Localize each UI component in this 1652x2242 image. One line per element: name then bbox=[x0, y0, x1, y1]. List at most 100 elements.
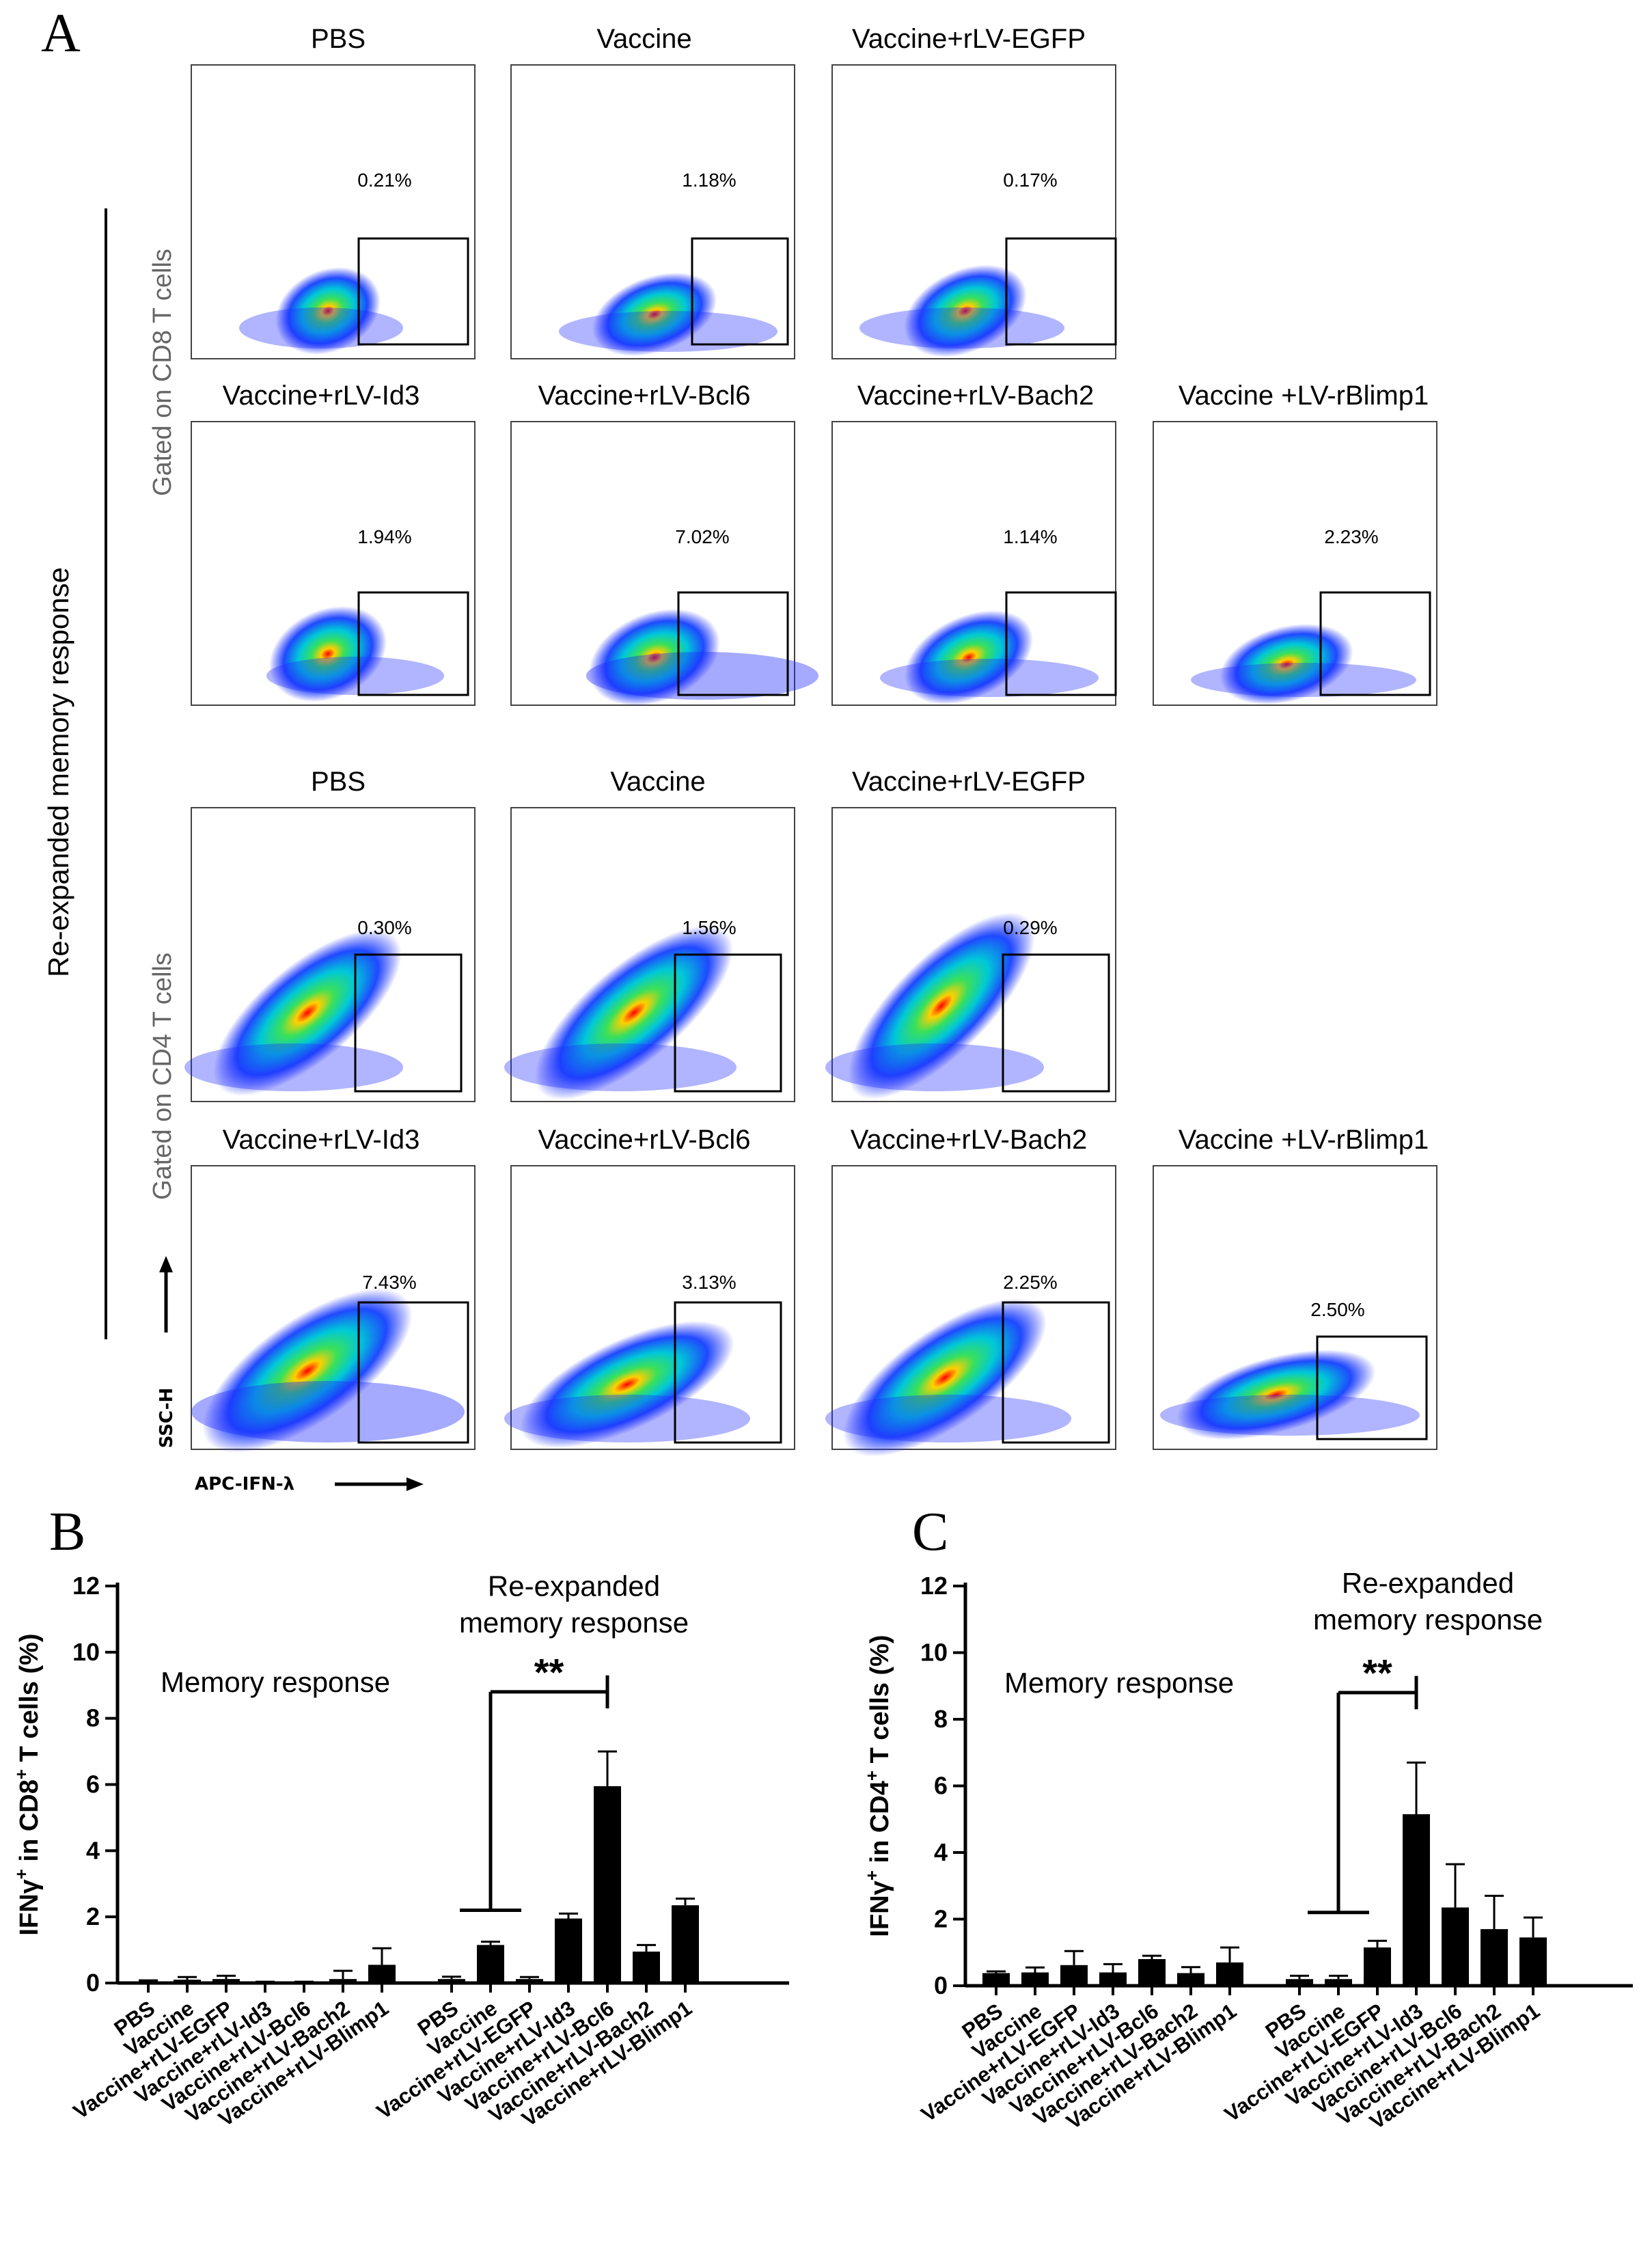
bar bbox=[1021, 1972, 1049, 1986]
bar bbox=[1364, 1947, 1391, 1986]
flow-plot: Vaccine+rLV-Id3 1.94% bbox=[191, 381, 476, 706]
svg-text:1.14%: 1.14% bbox=[1003, 526, 1057, 547]
svg-text:7.43%: 7.43% bbox=[362, 1272, 416, 1293]
flow-plot: Vaccine +LV-rBlimp1 2.50% bbox=[1153, 1125, 1437, 1450]
y-tick-label: 6 bbox=[934, 1772, 948, 1800]
svg-text:Vaccine+rLV-Bcl6: Vaccine+rLV-Bcl6 bbox=[538, 1125, 751, 1155]
panel-label-b: B bbox=[49, 1502, 85, 1562]
bar bbox=[477, 1945, 504, 1983]
bar bbox=[594, 1786, 621, 1983]
bar bbox=[1481, 1929, 1508, 1986]
svg-text:3.13%: 3.13% bbox=[682, 1272, 736, 1293]
y-tick-label: 0 bbox=[86, 1969, 100, 1997]
y-tick-label: 12 bbox=[72, 1572, 100, 1600]
y-tick-label: 6 bbox=[86, 1771, 100, 1799]
bar bbox=[438, 1979, 465, 1983]
bar bbox=[1519, 1937, 1547, 1986]
group-label-reexpanded: Re-expanded bbox=[488, 1570, 660, 1602]
group-label-reexpanded: memory response bbox=[1313, 1603, 1543, 1635]
bar bbox=[516, 1979, 543, 1983]
y-tick-label: 10 bbox=[920, 1639, 948, 1667]
svg-text:PBS: PBS bbox=[311, 767, 366, 797]
y-tick-label: 12 bbox=[920, 1572, 948, 1600]
y-tick-label: 2 bbox=[86, 1902, 100, 1930]
bar bbox=[672, 1905, 699, 1983]
y-tick-label: 2 bbox=[934, 1905, 948, 1933]
y-tick-label: 4 bbox=[86, 1836, 100, 1864]
bar bbox=[1403, 1814, 1430, 1986]
svg-text:1.18%: 1.18% bbox=[682, 169, 736, 191]
flow-plot: Vaccine+rLV-Bach2 2.25% bbox=[825, 1125, 1116, 1457]
flow-plot: Vaccine+rLV-EGFP 0.17% bbox=[831, 24, 1117, 359]
svg-text:Vaccine+rLV-Bcl6: Vaccine+rLV-Bcl6 bbox=[538, 381, 751, 411]
bar bbox=[982, 1973, 1010, 1986]
svg-text:0.29%: 0.29% bbox=[1003, 917, 1057, 938]
bar bbox=[1286, 1979, 1313, 1986]
flow-x-axis-label: APC-IFN-λ bbox=[195, 1474, 294, 1494]
svg-text:2.23%: 2.23% bbox=[1324, 526, 1378, 547]
bar bbox=[212, 1979, 240, 1983]
svg-text:Vaccine+rLV-EGFP: Vaccine+rLV-EGFP bbox=[852, 767, 1086, 797]
flow-plot: PBS 0.21% bbox=[191, 24, 476, 359]
bar bbox=[1325, 1979, 1352, 1986]
svg-text:2.50%: 2.50% bbox=[1310, 1299, 1364, 1320]
svg-text:0.17%: 0.17% bbox=[1003, 169, 1057, 191]
significance-marker: ** bbox=[1362, 1651, 1392, 1694]
svg-text:Vaccine+rLV-Bach2: Vaccine+rLV-Bach2 bbox=[851, 1125, 1088, 1155]
svg-text:Vaccine+rLV-EGFP: Vaccine+rLV-EGFP bbox=[852, 24, 1086, 54]
flow-plot: Vaccine 1.56% bbox=[504, 767, 795, 1102]
bar bbox=[1177, 1973, 1204, 1986]
cd4-gate-label: Gated on CD4 T cells bbox=[148, 953, 177, 1200]
flow-plot: Vaccine+rLV-Bach2 1.14% bbox=[831, 381, 1117, 706]
flow-plot: Vaccine+rLV-Bcl6 3.13% bbox=[504, 1125, 795, 1450]
flow-y-axis-arrowhead bbox=[159, 1256, 173, 1272]
side-label: Re-expanded memory response bbox=[42, 567, 74, 977]
svg-text:Vaccine+rLV-Id3: Vaccine+rLV-Id3 bbox=[223, 381, 420, 411]
bar-chart-cd8: IFNγ+ in CD8+ T cells (%)024681012PBSVac… bbox=[11, 1570, 789, 2131]
cd8-gate-label: Gated on CD8 T cells bbox=[148, 249, 177, 496]
svg-text:PBS: PBS bbox=[311, 24, 366, 54]
panel-label-a: A bbox=[41, 3, 81, 64]
bar bbox=[368, 1965, 396, 1983]
significance-marker: ** bbox=[534, 1650, 564, 1693]
bar bbox=[1216, 1962, 1243, 1986]
group-label-memory: Memory response bbox=[1004, 1667, 1234, 1699]
svg-text:Vaccine+rLV-Id3: Vaccine+rLV-Id3 bbox=[223, 1125, 420, 1155]
bar bbox=[329, 1979, 357, 1983]
svg-text:1.94%: 1.94% bbox=[357, 526, 411, 547]
bar bbox=[1099, 1972, 1127, 1986]
bar bbox=[633, 1952, 660, 1983]
group-label-reexpanded: memory response bbox=[459, 1607, 689, 1639]
flow-plot: Vaccine+rLV-EGFP 0.29% bbox=[825, 767, 1116, 1102]
bar bbox=[1442, 1907, 1469, 1986]
svg-text:1.56%: 1.56% bbox=[682, 917, 736, 938]
svg-text:Vaccine: Vaccine bbox=[610, 767, 705, 797]
flow-plot: Vaccine +LV-rBlimp1 2.23% bbox=[1153, 381, 1437, 706]
svg-text:7.02%: 7.02% bbox=[675, 526, 729, 547]
svg-text:0.30%: 0.30% bbox=[357, 917, 411, 938]
y-tick-label: 10 bbox=[72, 1638, 100, 1666]
y-tick-label: 0 bbox=[934, 1971, 948, 1999]
y-axis-label: IFNγ+ in CD4+ T cells (%) bbox=[862, 1635, 894, 1937]
bar bbox=[251, 1982, 279, 1983]
flow-plot: Vaccine+rLV-Bcl6 7.02% bbox=[510, 381, 818, 706]
group-label-reexpanded: Re-expanded bbox=[1342, 1567, 1514, 1599]
y-tick-label: 8 bbox=[86, 1704, 100, 1732]
bar bbox=[135, 1981, 162, 1983]
flow-plot: Vaccine+rLV-Id3 7.43% bbox=[191, 1125, 476, 1453]
flow-plot: PBS 0.30% bbox=[184, 767, 476, 1102]
panel-label-c: C bbox=[912, 1502, 948, 1562]
svg-text:Vaccine+rLV-Bach2: Vaccine+rLV-Bach2 bbox=[857, 381, 1095, 411]
group-label-memory: Memory response bbox=[161, 1666, 390, 1698]
flow-y-axis-label: SSC-H bbox=[156, 1388, 177, 1449]
y-tick-label: 8 bbox=[934, 1705, 948, 1733]
bar-chart-cd4: IFNγ+ in CD4+ T cells (%)024681012PBSVac… bbox=[862, 1567, 1633, 2134]
y-tick-label: 4 bbox=[934, 1838, 948, 1866]
svg-text:2.25%: 2.25% bbox=[1003, 1272, 1057, 1293]
flow-x-axis-arrowhead bbox=[407, 1477, 424, 1491]
bar bbox=[174, 1980, 201, 1983]
bar bbox=[1060, 1965, 1088, 1986]
svg-text:Vaccine +LV-rBlimp1: Vaccine +LV-rBlimp1 bbox=[1179, 381, 1429, 411]
y-axis-label: IFNγ+ in CD8+ T cells (%) bbox=[11, 1633, 44, 1935]
bar bbox=[1138, 1959, 1166, 1986]
